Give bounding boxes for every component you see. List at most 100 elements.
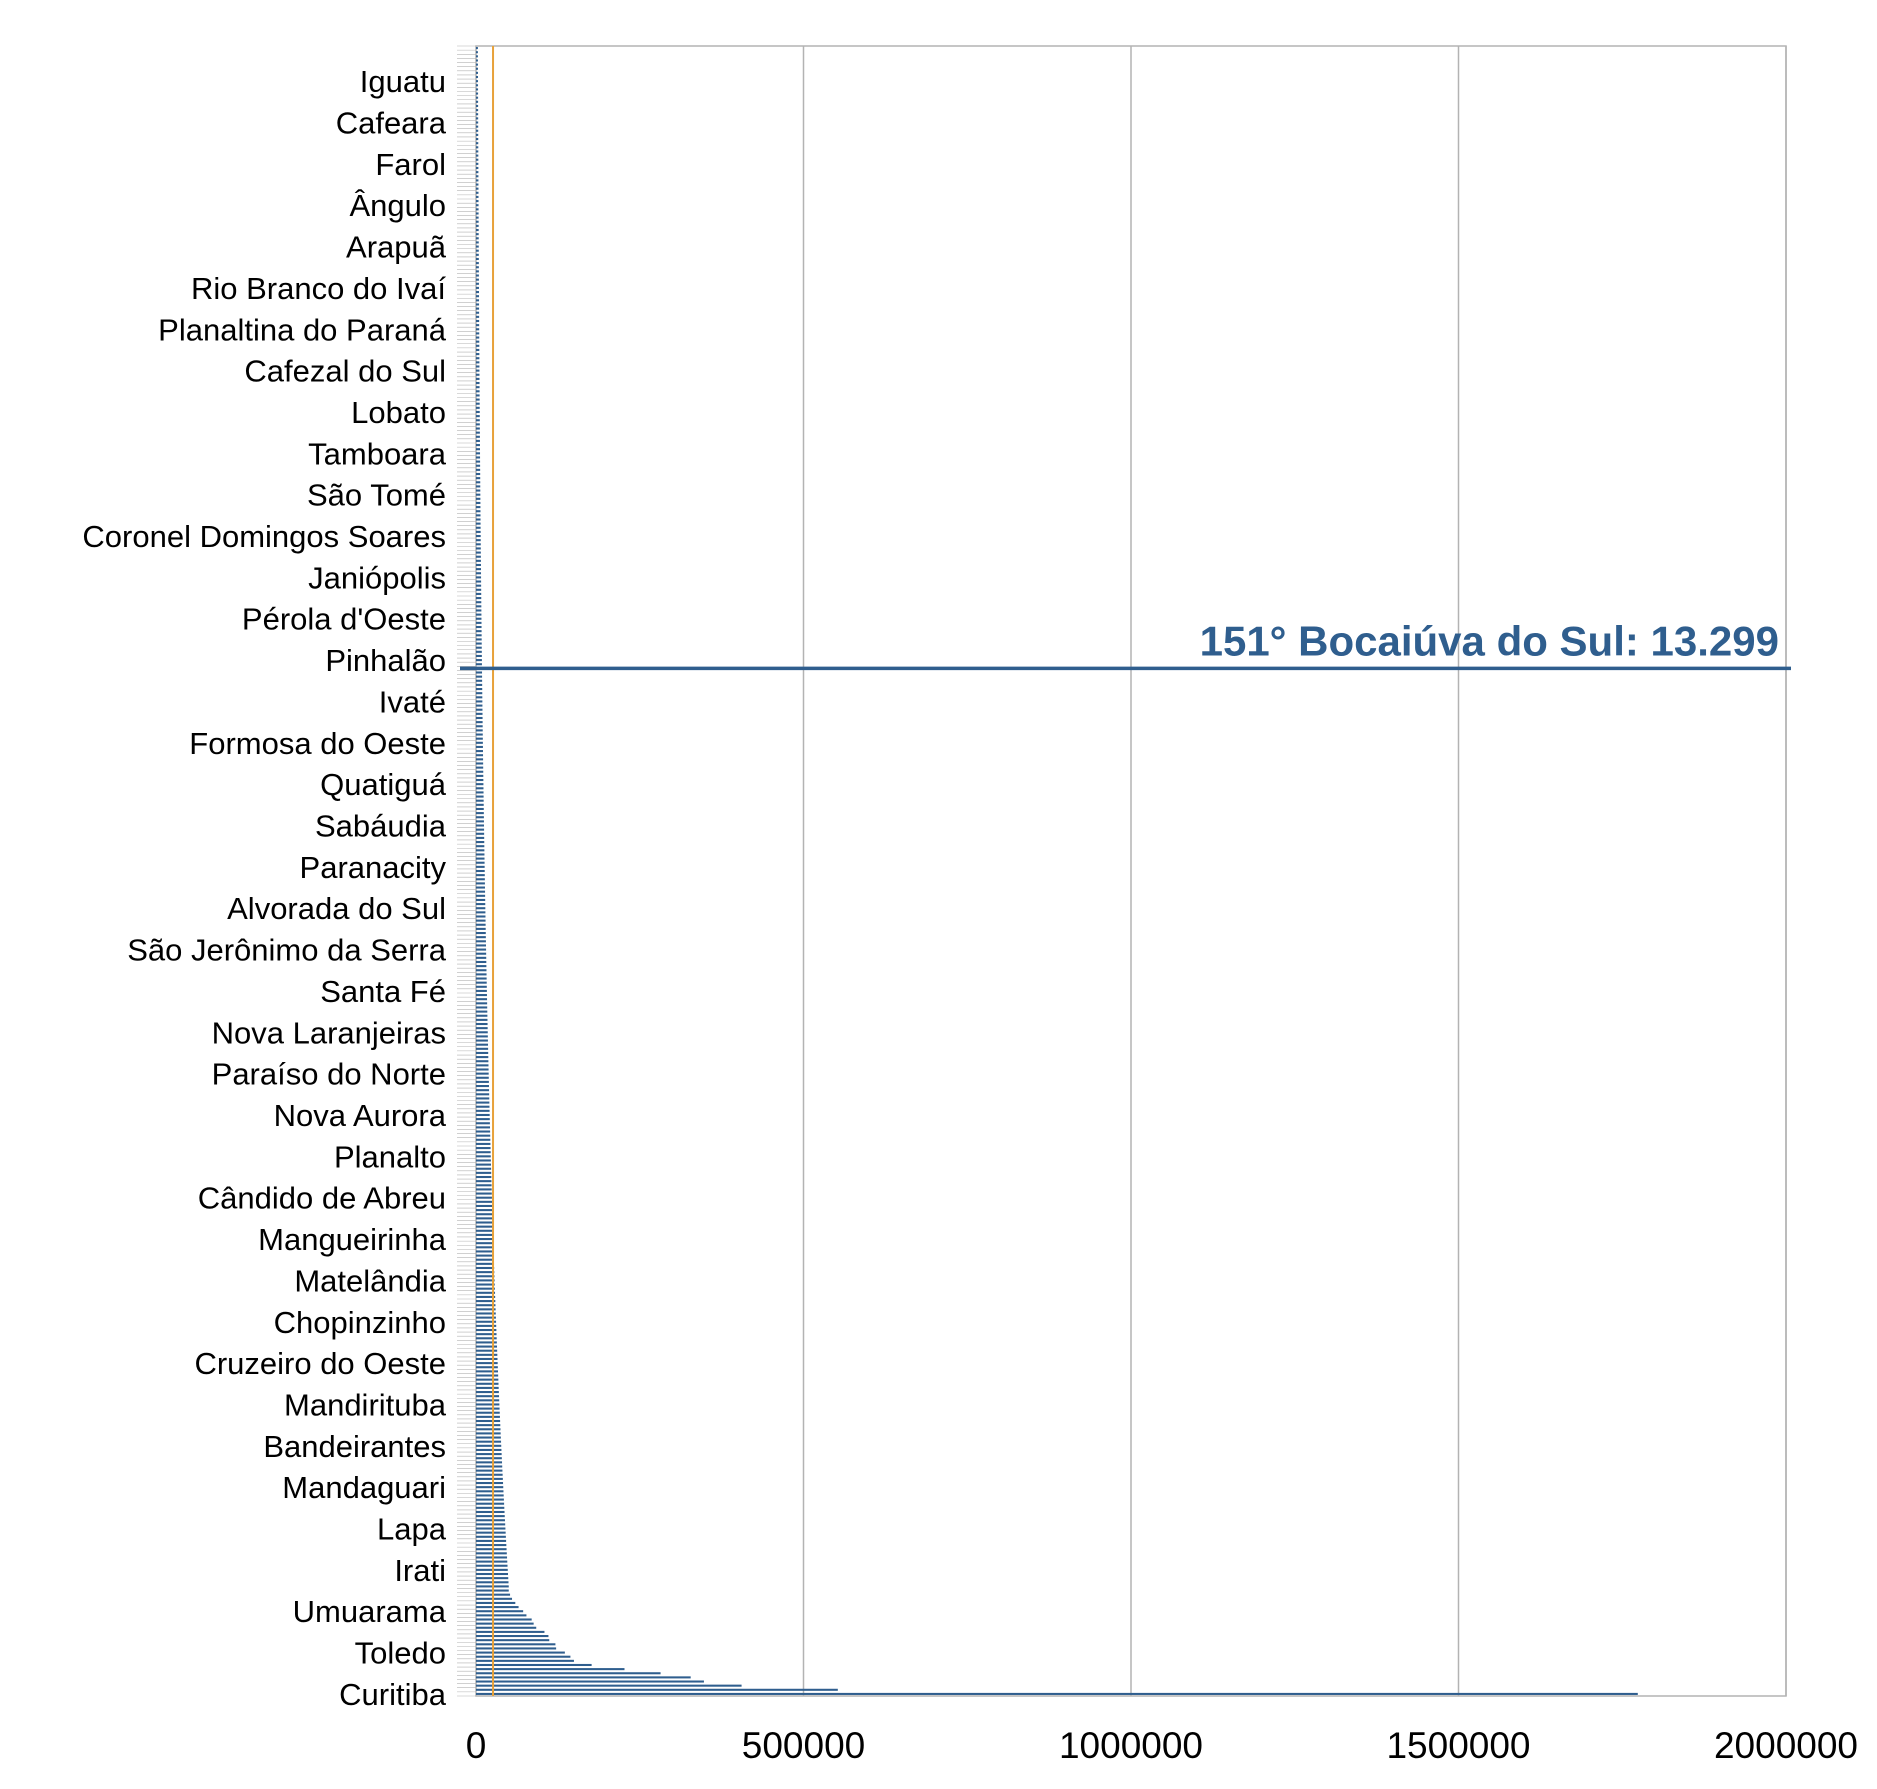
bar [476,51,478,54]
bar [476,448,480,451]
category-label: Pinhalão [325,643,446,678]
bar [476,1391,499,1394]
category-label: Lapa [377,1512,447,1547]
bar [476,787,484,790]
bar [476,721,483,724]
bar [476,431,480,434]
bar [476,299,480,302]
highlight-label: 151° Bocaiúva do Sul: 13.299 [1200,617,1779,664]
bar [476,828,485,831]
bar [476,708,483,711]
bar [476,357,480,360]
bar [476,1506,505,1509]
bar [476,1130,491,1133]
bar [476,841,485,844]
bar [476,1233,494,1236]
category-label: Janiópolis [308,560,446,595]
bar [476,311,480,314]
bar [476,625,482,629]
bar [476,886,485,889]
bar [476,1134,491,1137]
bar [476,1651,565,1654]
bar [476,1386,499,1389]
bar [476,1453,502,1456]
bar [476,84,479,87]
bar [476,472,481,476]
bar [476,307,480,310]
bar [476,1279,495,1282]
bar [476,758,484,761]
bar [476,704,483,707]
bar [476,803,484,806]
category-label: Cafeara [336,106,447,141]
category-label: Tamboara [308,436,447,471]
bar [476,816,484,819]
bar [476,291,479,294]
bar [476,1113,490,1117]
bar [476,675,483,678]
bar [476,836,485,839]
bar [476,315,480,318]
bar [476,1374,499,1377]
bar [476,882,485,885]
bar [476,1151,491,1154]
category-label: Chopinzinho [274,1305,446,1340]
bar [476,1072,489,1075]
bar [476,1672,661,1675]
bar [476,212,479,215]
bar [476,1432,501,1435]
bar [476,481,481,484]
bar [476,526,481,529]
bar [476,1357,498,1361]
bar [476,1089,490,1092]
bar [476,1027,488,1030]
bar [476,92,479,95]
bar [476,493,481,496]
category-label: Curitiba [339,1677,447,1712]
bar [476,1614,527,1617]
bar [476,489,481,492]
category-label: São Jerônimo da Serra [127,933,447,968]
bar [476,642,482,645]
bar [476,1428,501,1431]
bar [476,47,478,50]
bar [476,80,479,83]
bar [476,770,484,773]
bar [476,464,481,467]
bar [476,1043,489,1046]
bar [476,824,485,827]
bar [476,1225,493,1228]
bar [476,1010,488,1013]
bar [476,518,481,521]
bar [476,1085,489,1088]
bar [476,419,480,422]
bar [476,927,486,930]
bar [476,125,479,128]
bar [476,195,479,198]
bar [476,861,485,864]
category-label: Toledo [355,1636,446,1671]
bar [476,154,479,157]
bar [476,1668,625,1671]
bar [476,1014,488,1017]
bar [476,166,479,170]
bar [476,1159,491,1162]
bar [476,1056,489,1059]
bar [476,973,487,976]
category-label: Matelândia [294,1263,446,1298]
bar [476,129,479,132]
bar [476,936,486,939]
bar [476,1510,505,1514]
bar [476,774,484,777]
bar [476,609,482,612]
bar [476,1320,497,1323]
bar [476,1051,489,1054]
bar [476,501,481,504]
bar [476,266,479,269]
category-label: Planalto [334,1139,446,1174]
bar [476,559,481,562]
bar [476,1688,838,1691]
category-label: Ivaté [379,684,446,719]
bar [476,1366,498,1369]
bar [476,1105,490,1108]
